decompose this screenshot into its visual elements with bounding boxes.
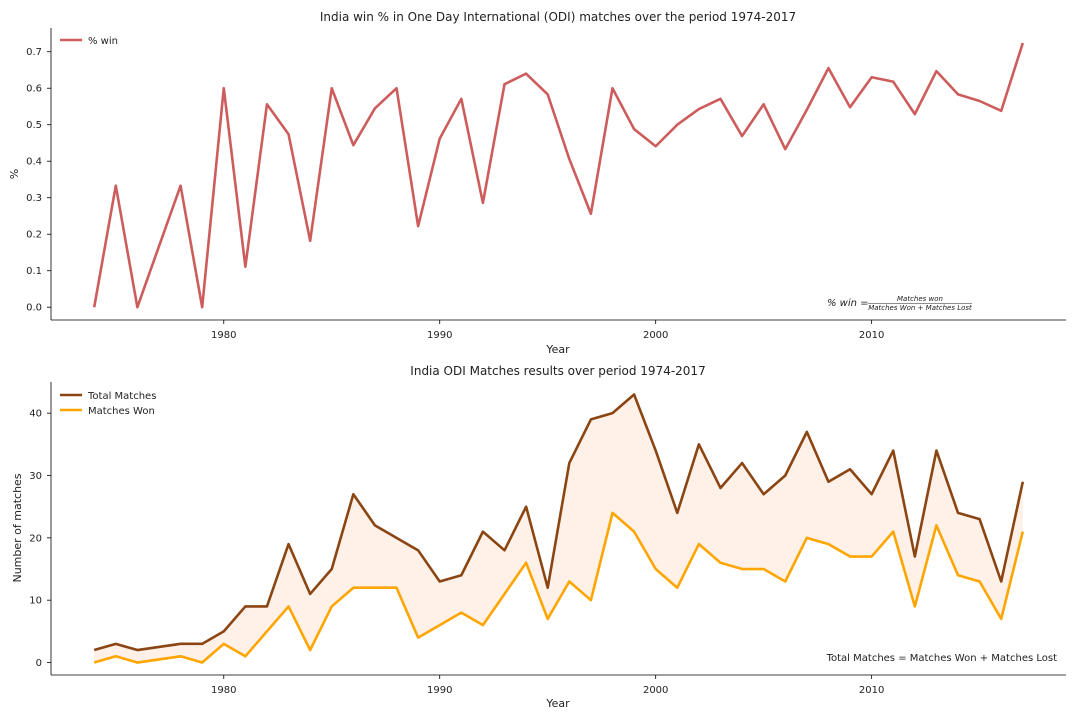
chart1-legend-label-win: % win xyxy=(88,36,118,47)
chart1-xlabel: Year xyxy=(545,343,570,356)
chart1-ytick-label: 0.6 xyxy=(26,84,42,95)
chart2-ytick-label: 30 xyxy=(29,471,42,482)
matches-results-chart: India ODI Matches results over period 19… xyxy=(11,364,1066,710)
chart1-formula-numerator: Matches won xyxy=(897,295,943,303)
chart1-ytick-label: 0.1 xyxy=(26,266,42,277)
chart1-xtick-label: 2000 xyxy=(643,330,668,341)
chart2-series-line-total-matches xyxy=(93,393,1025,652)
chart2-legend-label-total: Total Matches xyxy=(87,391,156,402)
chart1-title: India win % in One Day International (OD… xyxy=(320,10,796,24)
chart2-legend: Total Matches Matches Won xyxy=(60,391,156,417)
chart2-xtick-label: 1990 xyxy=(427,685,452,696)
win-percentage-chart: India win % in One Day International (OD… xyxy=(8,10,1066,356)
chart2-annotation: Total Matches = Matches Won + Matches Lo… xyxy=(826,653,1057,664)
chart2-ytick-label: 40 xyxy=(29,409,42,420)
chart1-ytick-label: 0.4 xyxy=(26,157,42,168)
chart2-xtick-label: 2010 xyxy=(859,685,884,696)
chart1-xtick-label: 1990 xyxy=(427,330,452,341)
chart1-formula-denominator: Matches Won + Matches Lost xyxy=(868,304,972,312)
chart2-ylabel: Number of matches xyxy=(11,473,24,582)
chart2-ytick-label: 0 xyxy=(36,658,42,669)
chart2-series-line-matches-won xyxy=(93,511,1025,664)
chart1-ytick-label: 0.2 xyxy=(26,230,42,241)
chart1-ytick-label: 0.7 xyxy=(26,47,42,58)
chart2-ytick-label: 20 xyxy=(29,533,42,544)
chart2-xlabel: Year xyxy=(545,697,570,710)
chart1-xtick-label: 2010 xyxy=(859,330,884,341)
chart1-series-line-win xyxy=(92,42,1025,309)
chart2-ytick-label: 10 xyxy=(29,596,42,607)
chart1-ytick-label: 0.5 xyxy=(26,120,42,131)
chart1-xtick-label: 1980 xyxy=(211,330,236,341)
chart2-title: India ODI Matches results over period 19… xyxy=(410,364,705,378)
chart1-legend: % win xyxy=(60,36,118,47)
chart2-legend-label-won: Matches Won xyxy=(88,406,155,417)
chart1-ytick-label: 0.3 xyxy=(26,193,42,204)
chart1-ytick-label: 0.0 xyxy=(26,303,42,314)
chart1-formula-lhs: % win = xyxy=(827,298,869,309)
chart1-ylabel: % xyxy=(8,169,21,179)
chart2-xtick-label: 1980 xyxy=(211,685,236,696)
chart1-formula-annotation: % win = Matches won Matches Won + Matche… xyxy=(827,295,972,312)
chart2-xtick-label: 2000 xyxy=(643,685,668,696)
